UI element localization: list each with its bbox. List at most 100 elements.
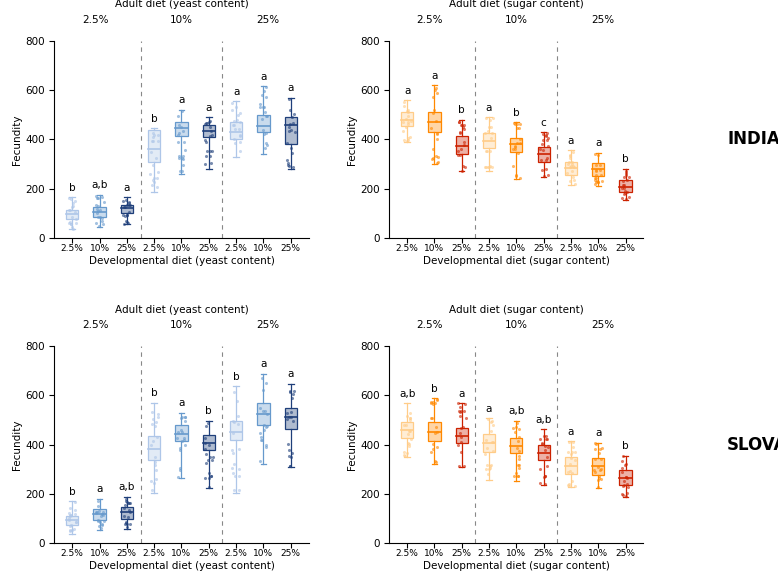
Point — [457, 461, 470, 470]
Point — [508, 471, 520, 481]
Bar — [258, 114, 270, 132]
X-axis label: Developmental diet (yeast content): Developmental diet (yeast content) — [89, 561, 275, 571]
Point — [261, 140, 273, 150]
Point — [566, 166, 578, 176]
Point — [566, 437, 579, 447]
Point — [146, 485, 159, 494]
Point — [199, 444, 212, 453]
Point — [400, 420, 412, 430]
Point — [538, 171, 550, 180]
Point — [541, 133, 554, 142]
Point — [146, 180, 159, 190]
Point — [540, 432, 552, 441]
Y-axis label: Fecundity: Fecundity — [347, 114, 357, 165]
Point — [538, 472, 550, 482]
Point — [69, 505, 82, 514]
Point — [144, 169, 156, 179]
Text: a: a — [431, 71, 437, 81]
Point — [283, 451, 296, 461]
Point — [429, 428, 442, 437]
Point — [226, 416, 239, 426]
Point — [286, 448, 298, 457]
Point — [426, 444, 439, 454]
Point — [260, 138, 272, 147]
Text: a: a — [458, 389, 465, 399]
Point — [254, 102, 266, 111]
Point — [455, 423, 468, 433]
Text: 25%: 25% — [591, 15, 615, 25]
Point — [564, 454, 576, 463]
Point — [567, 147, 580, 157]
Point — [538, 446, 551, 455]
Point — [258, 425, 270, 434]
Point — [483, 161, 496, 171]
Point — [233, 131, 246, 141]
Text: a: a — [261, 72, 267, 82]
Point — [590, 177, 602, 186]
Point — [452, 117, 464, 127]
Point — [152, 130, 164, 140]
Point — [148, 178, 160, 187]
Point — [541, 434, 553, 444]
Point — [405, 117, 417, 126]
Point — [402, 120, 415, 129]
Point — [174, 123, 187, 132]
Point — [567, 161, 580, 171]
Point — [92, 516, 104, 526]
Point — [592, 151, 605, 160]
Point — [427, 154, 440, 163]
Point — [619, 186, 632, 196]
Point — [171, 111, 184, 120]
Point — [282, 158, 294, 168]
Text: SLOVAKIA: SLOVAKIA — [727, 436, 778, 454]
Point — [430, 395, 443, 405]
Point — [282, 446, 295, 455]
Point — [484, 147, 496, 156]
Point — [590, 173, 602, 182]
Point — [405, 426, 417, 435]
Point — [564, 467, 576, 476]
Point — [287, 162, 300, 171]
Point — [231, 412, 244, 421]
Point — [566, 159, 578, 169]
Point — [121, 218, 134, 227]
Point — [397, 127, 409, 136]
Point — [483, 464, 496, 473]
Point — [177, 160, 189, 169]
Point — [226, 463, 238, 472]
Point — [281, 408, 293, 418]
Point — [429, 457, 441, 466]
Point — [425, 413, 437, 423]
Point — [594, 465, 607, 474]
Point — [541, 136, 553, 145]
Point — [178, 137, 191, 147]
Point — [174, 463, 187, 472]
Point — [283, 387, 296, 397]
Point — [148, 173, 160, 182]
Point — [562, 467, 574, 477]
Text: INDIA: INDIA — [727, 130, 778, 148]
Point — [258, 102, 270, 112]
Point — [401, 117, 414, 127]
Point — [619, 168, 632, 178]
X-axis label: Developmental diet (sugar content): Developmental diet (sugar content) — [423, 256, 610, 266]
Text: a: a — [288, 369, 294, 379]
Point — [173, 166, 186, 175]
Point — [620, 194, 633, 203]
Point — [96, 219, 109, 228]
Point — [536, 439, 548, 448]
Point — [589, 173, 601, 183]
Point — [620, 472, 633, 482]
Point — [227, 120, 240, 130]
Point — [257, 385, 269, 395]
Point — [590, 439, 602, 449]
Point — [534, 478, 547, 488]
Bar — [538, 147, 550, 162]
Point — [538, 442, 551, 451]
Point — [284, 461, 296, 471]
Point — [93, 221, 105, 230]
Point — [431, 158, 443, 167]
Point — [595, 176, 608, 186]
Point — [63, 218, 75, 227]
Point — [260, 92, 272, 101]
